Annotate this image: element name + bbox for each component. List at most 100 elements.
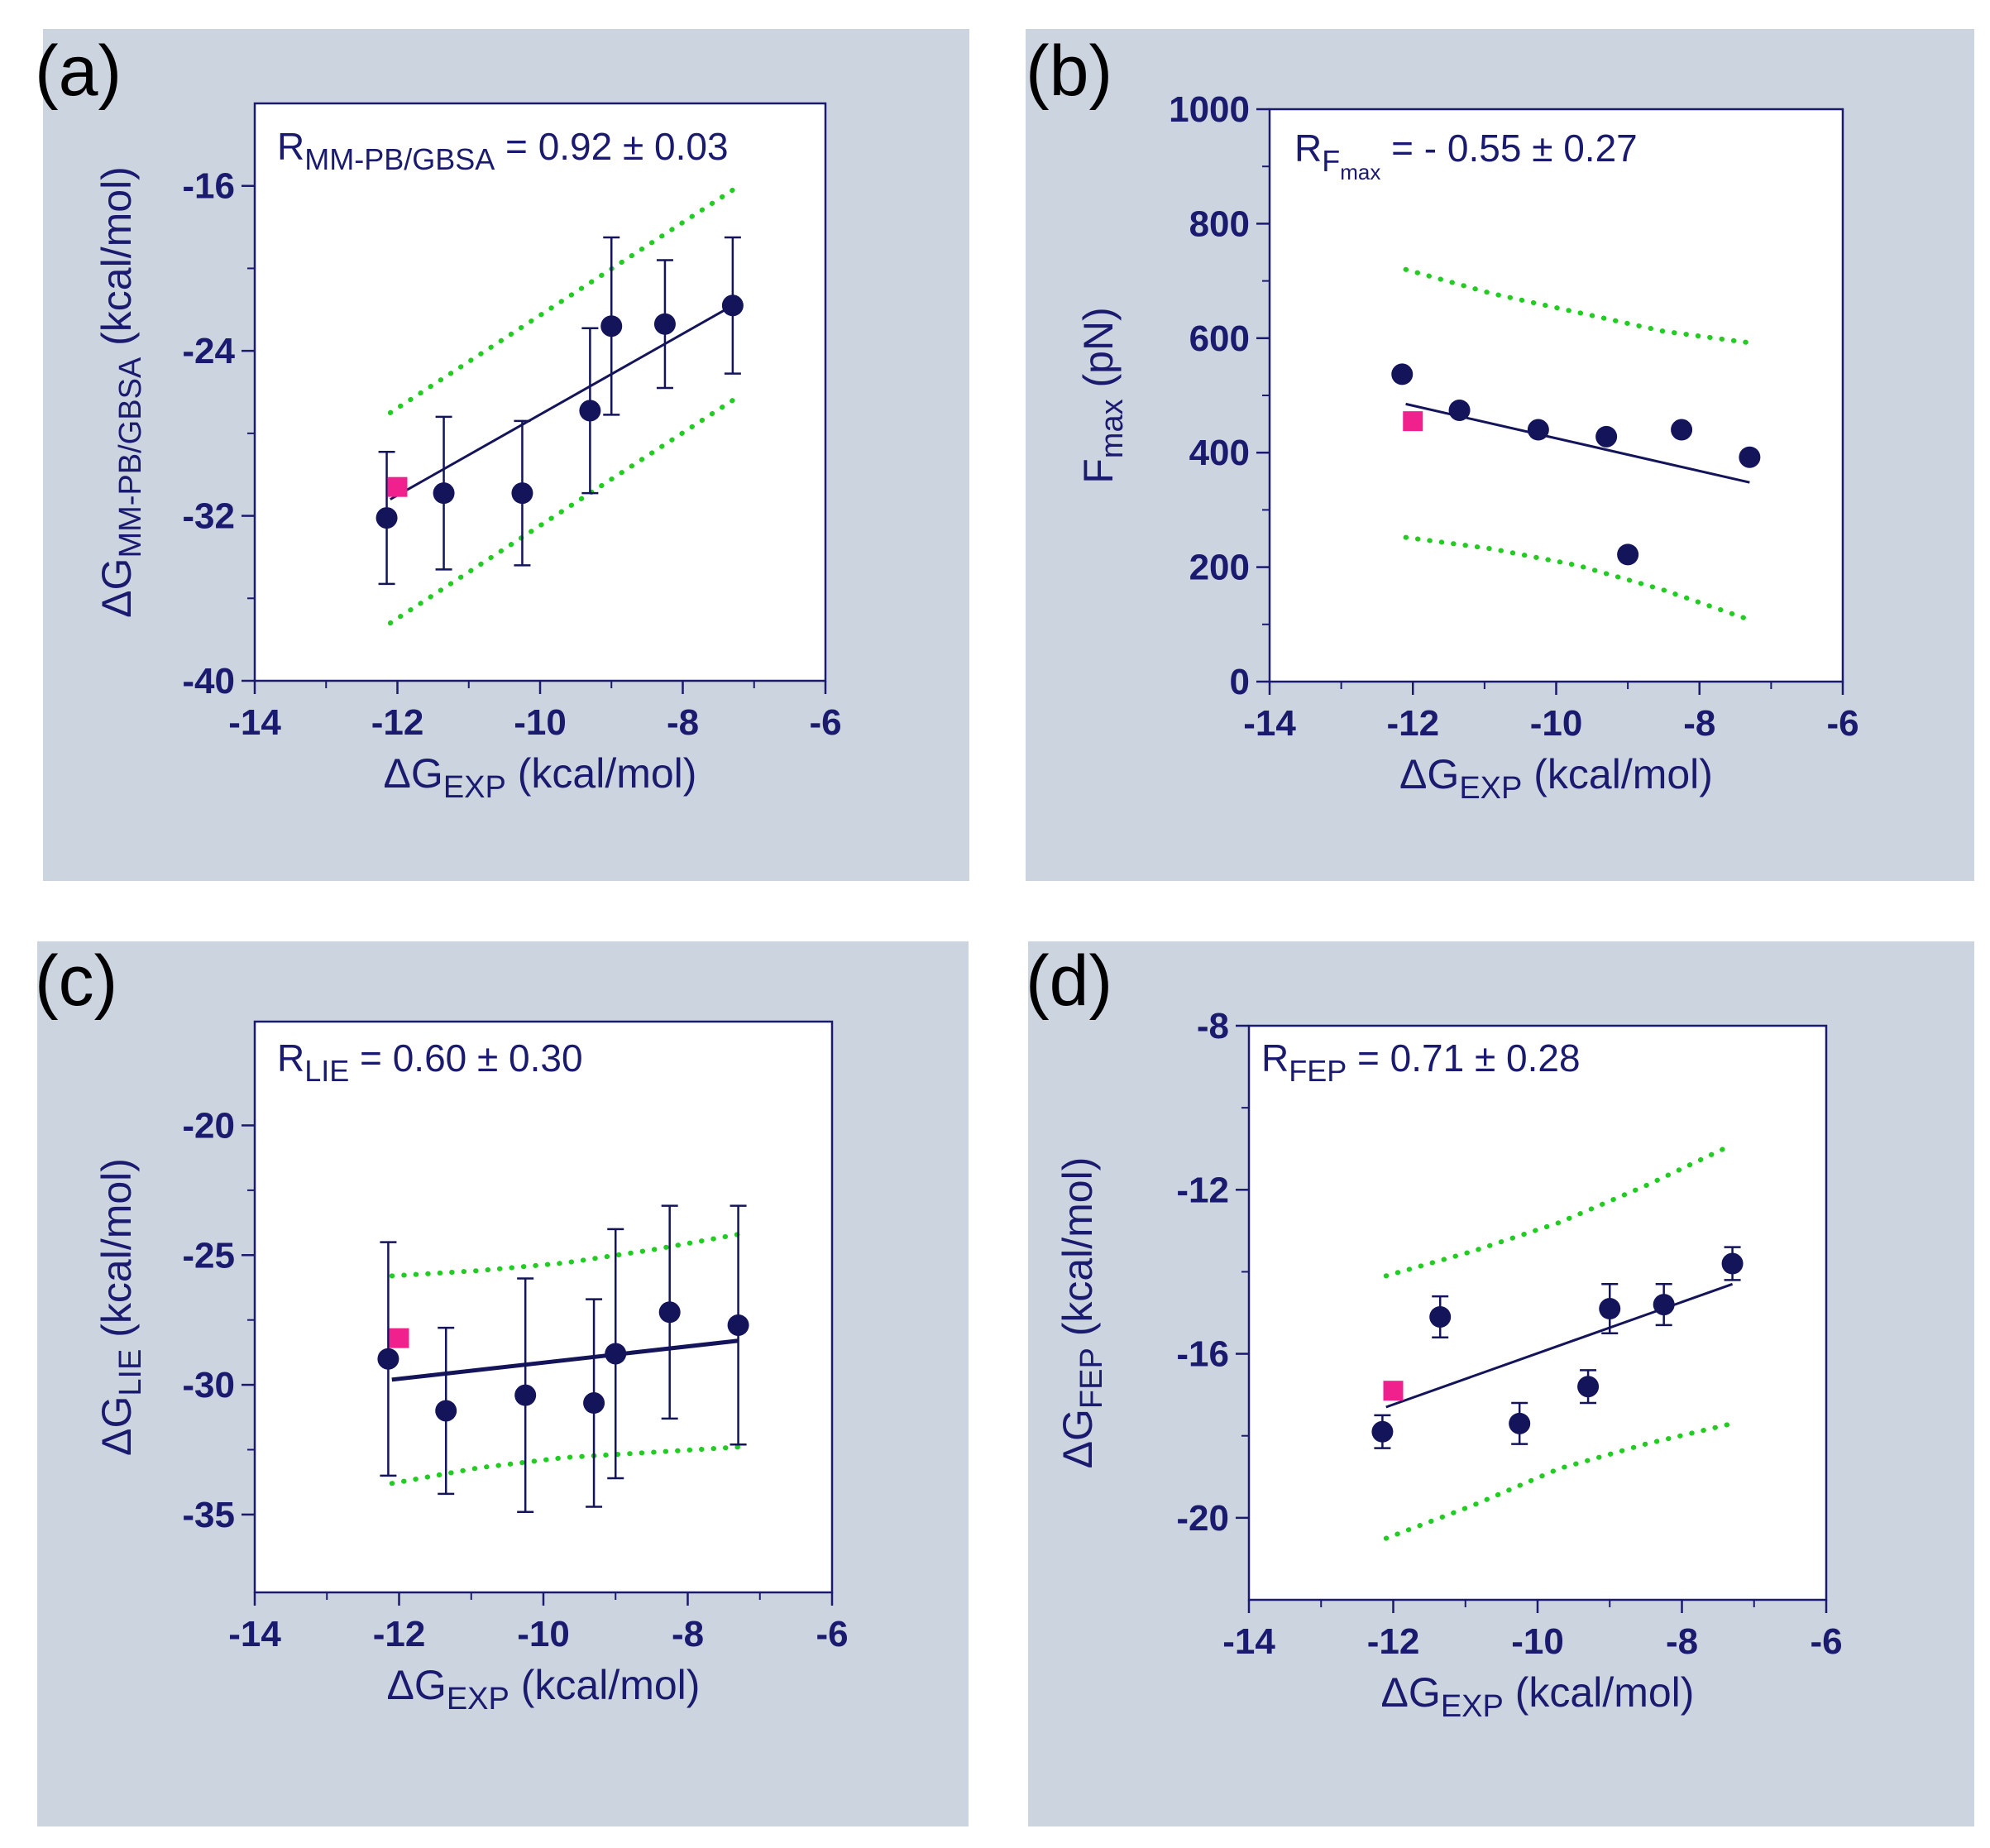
data-point — [1391, 363, 1414, 385]
panel-d-y-axis-title: ΔGFEP (kcal/mol) — [1055, 1157, 1109, 1469]
data-point — [579, 400, 601, 422]
confidence-band-upper — [387, 187, 735, 415]
data-point — [1577, 1376, 1600, 1398]
y-tick-label: -12 — [1176, 1170, 1229, 1210]
data-point — [583, 1392, 605, 1415]
confidence-band-lower — [387, 397, 735, 626]
data-point — [511, 482, 533, 505]
data-point — [721, 294, 744, 317]
x-tick-label: -14 — [228, 702, 281, 743]
y-tick-label: -8 — [1197, 1006, 1229, 1046]
x-tick-label: -12 — [1367, 1621, 1420, 1662]
y-tick-label: 1000 — [1169, 89, 1250, 130]
x-tick-label: -6 — [816, 1614, 848, 1654]
data-point — [1595, 425, 1618, 448]
panel-a-x-axis-title: ΔGEXP (kcal/mol) — [384, 750, 697, 805]
confidence-band-upper — [389, 1232, 741, 1279]
panel-c-plot-area — [253, 1020, 834, 1594]
panel-d-correlation-label: RFEP = 0.71 ± 0.28 — [1261, 1037, 1581, 1088]
data-point — [1617, 543, 1639, 566]
y-tick-label: -16 — [182, 166, 235, 207]
panel-d-x-axis-title: ΔGEXP (kcal/mol) — [1381, 1669, 1695, 1724]
highlight-point — [1403, 411, 1423, 432]
data-point — [653, 313, 676, 335]
data-point — [1721, 1252, 1744, 1275]
data-point — [435, 1400, 457, 1422]
data-point — [1371, 1420, 1394, 1443]
panel-d: (d) -14 -12 -10 -8 -6 -20 -16 -12 -8 ΔGEXP (kcal/m… — [1026, 941, 1974, 1826]
panel-c-y-axis-title: ΔGLIE (kcal/mol) — [93, 1158, 148, 1456]
data-point — [514, 1384, 537, 1406]
data-point — [1509, 1412, 1531, 1434]
confidence-band-lower — [1403, 534, 1753, 623]
x-tick-label: -12 — [371, 702, 424, 743]
panel-c: (c) -14 -12 -10 -8 -6 -35 -30 -25 -20 ΔGEXP (kcal/… — [35, 941, 969, 1826]
panel-a-y-axis-title: ΔGMM-PB/GBSA (kcal/mol) — [93, 166, 148, 618]
highlight-point — [387, 476, 408, 497]
y-tick-label: -32 — [182, 496, 235, 537]
x-tick-label: -8 — [1683, 703, 1715, 744]
panel-b-plot-area — [1268, 108, 1844, 683]
x-tick-label: -12 — [1386, 703, 1439, 744]
x-tick-label: -10 — [1530, 703, 1583, 744]
panel-b: (b) -14 -12 -10 -8 -6 0 200 400 600 800 1000 ΔGEXP (… — [1026, 29, 1974, 881]
panel-c-x-axis-title: ΔGEXP (kcal/mol) — [387, 1662, 701, 1716]
data-point — [377, 1348, 399, 1370]
regression-line — [391, 1338, 739, 1382]
x-tick-label: -6 — [809, 702, 841, 743]
y-tick-label: -30 — [182, 1365, 235, 1405]
x-tick-label: -10 — [514, 702, 567, 743]
panel-a-correlation-label: RMM-PB/GBSA = 0.92 ± 0.03 — [277, 125, 729, 176]
highlight-point — [389, 1328, 409, 1348]
data-point — [600, 315, 623, 338]
y-tick-label: 800 — [1189, 203, 1250, 244]
panel-b-label: (b) — [1026, 31, 1112, 111]
data-point — [376, 507, 398, 529]
panel-a: (a) -14 -12 -10 -8 -6 -40 -32 -24 -16 ΔGEXP (kcal/… — [35, 29, 969, 881]
y-tick-label: 200 — [1189, 548, 1250, 588]
x-tick-label: -8 — [1666, 1621, 1698, 1662]
y-tick-label: 0 — [1230, 662, 1250, 702]
x-tick-label: -8 — [667, 702, 699, 743]
panel-b-y-axis-title: Fmax (pN) — [1075, 307, 1130, 483]
panel-d-plot-area — [1247, 1024, 1828, 1601]
x-tick-label: -10 — [1511, 1621, 1564, 1662]
y-tick-label: -25 — [182, 1235, 235, 1276]
x-tick-label: -8 — [672, 1614, 704, 1654]
y-tick-label: -20 — [182, 1105, 235, 1146]
data-point — [1527, 419, 1549, 441]
data-point — [658, 1301, 681, 1324]
confidence-band-lower — [1383, 1420, 1735, 1541]
x-tick-label: -12 — [373, 1614, 426, 1654]
y-tick-label: 400 — [1189, 433, 1250, 473]
y-tick-label: -24 — [182, 331, 235, 371]
panel-b-correlation-label: RFmax = - 0.55 ± 0.27 — [1294, 127, 1638, 184]
panel-c-label: (c) — [35, 941, 117, 1021]
highlight-point — [1383, 1381, 1404, 1401]
panel-d-label: (d) — [1026, 941, 1112, 1021]
x-tick-label: -6 — [1826, 703, 1858, 744]
y-tick-label: -40 — [182, 661, 235, 701]
y-tick-label: 600 — [1189, 318, 1250, 359]
y-tick-label: -16 — [1176, 1334, 1229, 1375]
regression-line — [1385, 1282, 1734, 1409]
data-point — [1429, 1305, 1452, 1328]
confidence-band-lower — [389, 1444, 741, 1487]
x-tick-label: -14 — [1243, 703, 1296, 744]
data-point — [1599, 1298, 1621, 1320]
panel-b-x-axis-title: ΔGEXP (kcal/mol) — [1399, 751, 1713, 806]
confidence-band-upper — [1383, 1142, 1735, 1279]
confidence-band-upper — [1403, 266, 1753, 346]
data-point — [433, 482, 455, 505]
panel-a-plot-area — [253, 102, 827, 682]
panel-c-correlation-label: RLIE = 0.60 ± 0.30 — [277, 1037, 583, 1088]
data-point — [1739, 446, 1761, 468]
data-point — [1448, 399, 1471, 421]
data-point — [605, 1343, 627, 1365]
x-tick-label: -14 — [1222, 1621, 1275, 1662]
x-tick-label: -6 — [1810, 1621, 1842, 1662]
x-tick-label: -10 — [517, 1614, 570, 1654]
y-tick-label: -35 — [182, 1495, 235, 1535]
regression-line — [390, 304, 734, 500]
